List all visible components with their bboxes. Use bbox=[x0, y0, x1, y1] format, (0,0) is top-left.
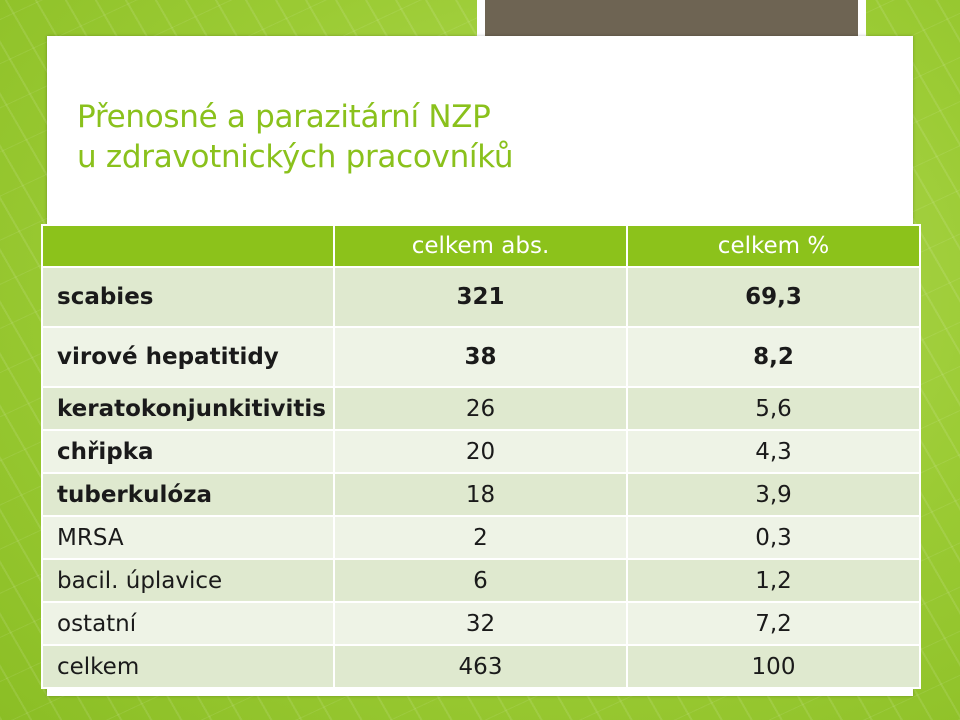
cell-name: tuberkulóza bbox=[41, 472, 335, 517]
cell-name: scabies bbox=[41, 266, 335, 328]
table-header-row: celkem abs. celkem % bbox=[41, 224, 921, 268]
header-cell-name bbox=[41, 224, 335, 268]
cell-pct: 7,2 bbox=[626, 601, 921, 646]
table-row: celkem 463 100 bbox=[41, 644, 921, 689]
table-row: scabies 321 69,3 bbox=[41, 266, 921, 328]
table-row: keratokonjunkitivitis 26 5,6 bbox=[41, 386, 921, 431]
cell-abs: 6 bbox=[333, 558, 628, 603]
cell-pct: 100 bbox=[626, 644, 921, 689]
cell-name: celkem bbox=[41, 644, 335, 689]
header-cell-pct: celkem % bbox=[626, 224, 921, 268]
table-row: chřipka 20 4,3 bbox=[41, 429, 921, 474]
header-cell-abs: celkem abs. bbox=[333, 224, 628, 268]
cell-pct: 5,6 bbox=[626, 386, 921, 431]
cell-pct: 0,3 bbox=[626, 515, 921, 560]
table-row: ostatní 32 7,2 bbox=[41, 601, 921, 646]
table-row: virové hepatitidy 38 8,2 bbox=[41, 326, 921, 388]
cell-name: MRSA bbox=[41, 515, 335, 560]
cell-name: chřipka bbox=[41, 429, 335, 474]
table-row: bacil. úplavice 6 1,2 bbox=[41, 558, 921, 603]
slide-title-line2: u zdravotnických pracovníků bbox=[77, 139, 514, 175]
data-table: celkem abs. celkem % scabies 321 69,3 vi… bbox=[41, 224, 921, 689]
cell-abs: 463 bbox=[333, 644, 628, 689]
cell-abs: 20 bbox=[333, 429, 628, 474]
slide-title: Přenosné a parazitární NZP u zdravotnick… bbox=[77, 97, 514, 177]
cell-abs: 38 bbox=[333, 326, 628, 388]
cell-abs: 321 bbox=[333, 266, 628, 328]
cell-name: virové hepatitidy bbox=[41, 326, 335, 388]
cell-pct: 3,9 bbox=[626, 472, 921, 517]
cell-pct: 8,2 bbox=[626, 326, 921, 388]
cell-abs: 18 bbox=[333, 472, 628, 517]
cell-abs: 2 bbox=[333, 515, 628, 560]
slide-title-line1: Přenosné a parazitární NZP bbox=[77, 99, 491, 135]
cell-name: bacil. úplavice bbox=[41, 558, 335, 603]
table-row: tuberkulóza 18 3,9 bbox=[41, 472, 921, 517]
cell-pct: 1,2 bbox=[626, 558, 921, 603]
cell-pct: 69,3 bbox=[626, 266, 921, 328]
cell-abs: 32 bbox=[333, 601, 628, 646]
cell-pct: 4,3 bbox=[626, 429, 921, 474]
table-row: MRSA 2 0,3 bbox=[41, 515, 921, 560]
cell-name: keratokonjunkitivitis bbox=[41, 386, 335, 431]
cell-name: ostatní bbox=[41, 601, 335, 646]
cell-abs: 26 bbox=[333, 386, 628, 431]
